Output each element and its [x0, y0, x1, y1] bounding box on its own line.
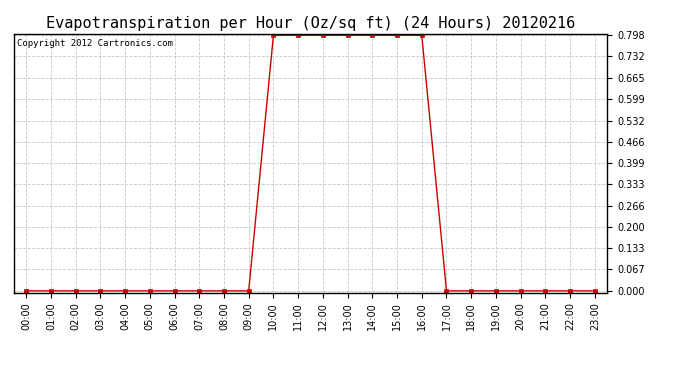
Title: Evapotranspiration per Hour (Oz/sq ft) (24 Hours) 20120216: Evapotranspiration per Hour (Oz/sq ft) (…	[46, 16, 575, 31]
Text: Copyright 2012 Cartronics.com: Copyright 2012 Cartronics.com	[17, 39, 172, 48]
